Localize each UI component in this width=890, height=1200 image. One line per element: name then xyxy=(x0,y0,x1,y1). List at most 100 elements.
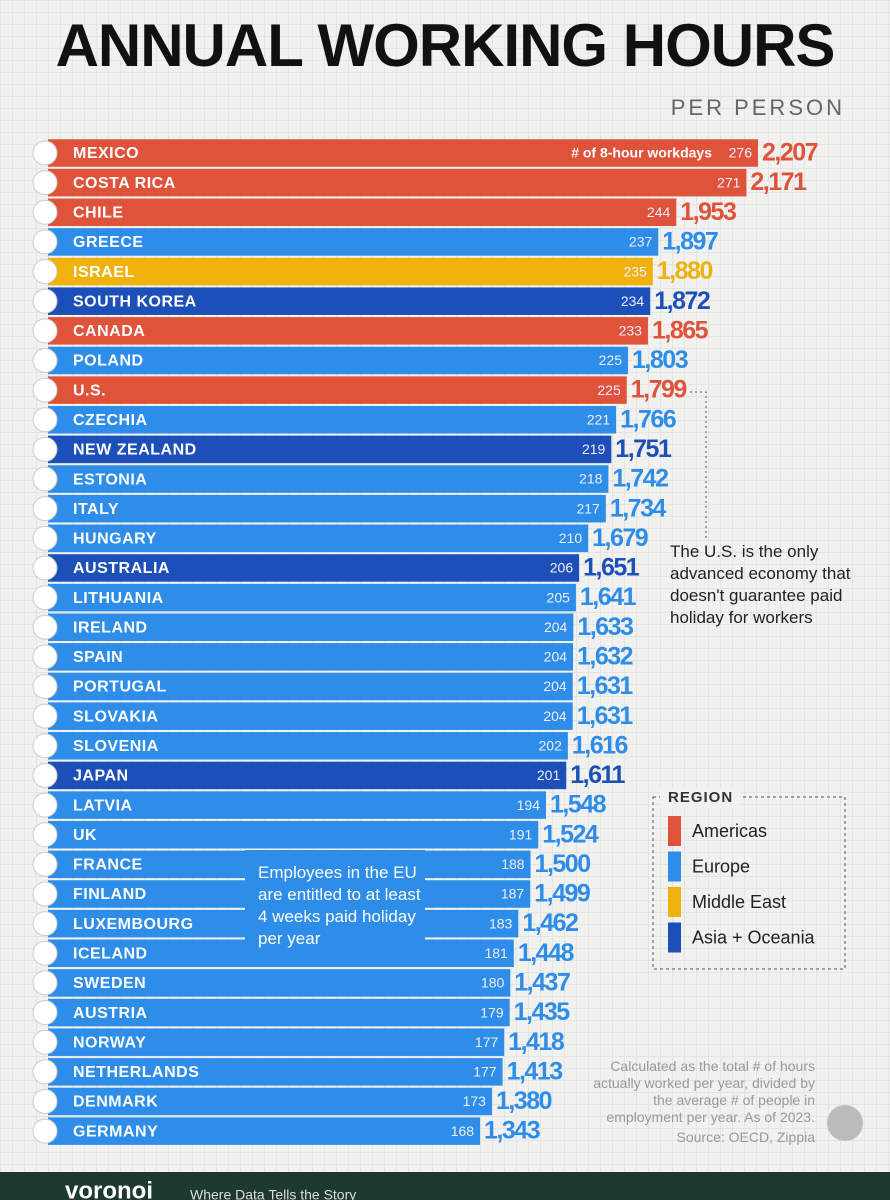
category-label: DENMARK xyxy=(73,1094,158,1111)
value-label: 1,418 xyxy=(508,1028,565,1056)
source: Source: OECD, Zippia xyxy=(676,1129,816,1145)
category-label: NORWAY xyxy=(73,1034,146,1051)
value-label: 1,633 xyxy=(577,613,633,641)
value-label: 1,766 xyxy=(620,405,676,433)
category-label: NETHERLANDS xyxy=(73,1064,199,1081)
bar xyxy=(48,791,546,819)
workdays-label: 235 xyxy=(623,263,647,279)
category-label: AUSTRIA xyxy=(73,1005,148,1022)
value-label: 1,632 xyxy=(577,642,633,670)
annotation: Employees in the EU are entitled to at l… xyxy=(258,863,421,948)
category-label: SPAIN xyxy=(73,649,123,666)
flag xyxy=(32,1029,58,1055)
category-label: LUXEMBOURG xyxy=(73,916,194,933)
bar xyxy=(48,1117,481,1145)
flag xyxy=(32,792,58,818)
workdays-label: 225 xyxy=(599,352,623,368)
bar xyxy=(48,554,580,582)
category-label: GREECE xyxy=(73,234,144,251)
category-label: SLOVAKIA xyxy=(73,708,158,725)
workdays-label: 205 xyxy=(547,589,571,605)
flag xyxy=(32,733,58,759)
flag xyxy=(32,496,58,522)
flag xyxy=(32,259,58,285)
workdays-label: 244 xyxy=(647,204,671,220)
chart-title: ANNUAL WORKING HOURS xyxy=(56,12,835,79)
chart-subtitle: PER PERSON xyxy=(671,95,845,120)
bar xyxy=(48,643,574,671)
bar xyxy=(48,672,573,701)
bar xyxy=(48,257,653,286)
bar xyxy=(48,287,651,315)
category-label: NEW ZEALAND xyxy=(73,442,197,459)
flag xyxy=(32,1059,58,1085)
value-label: 1,462 xyxy=(522,909,578,937)
flag xyxy=(32,140,58,166)
annotation: The U.S. is the only advanced economy th… xyxy=(670,542,851,627)
workdays-label: 237 xyxy=(629,234,653,250)
category-label: ESTONIA xyxy=(73,471,147,488)
value-label: 1,435 xyxy=(514,998,571,1026)
workdays-label: 206 xyxy=(550,560,574,576)
flag xyxy=(32,229,58,255)
tagline: Where Data Tells the Story xyxy=(190,1187,356,1200)
value-label: 1,631 xyxy=(577,672,634,700)
bar xyxy=(48,1087,492,1116)
flag xyxy=(32,970,58,996)
workdays-label: 204 xyxy=(543,678,567,694)
value-label: 1,651 xyxy=(583,554,640,582)
flag xyxy=(32,911,58,937)
workdays-caption: # of 8-hour workdays xyxy=(571,145,712,161)
brand: voronoi xyxy=(65,1177,153,1200)
flag xyxy=(32,614,58,640)
flag xyxy=(32,436,58,462)
category-label: ITALY xyxy=(73,501,119,518)
workdays-label: 204 xyxy=(544,619,568,635)
value-label: 1,641 xyxy=(580,583,637,611)
category-label: CHILE xyxy=(73,204,124,221)
flag xyxy=(32,1088,58,1114)
category-label: MEXICO xyxy=(73,145,139,162)
legend-box xyxy=(652,796,846,970)
flag xyxy=(32,466,58,492)
category-label: UK xyxy=(73,827,97,844)
bar xyxy=(48,1028,505,1056)
workdays-label: 210 xyxy=(559,530,583,546)
value-label: 1,548 xyxy=(550,791,607,819)
category-label: SLOVENIA xyxy=(73,738,159,755)
category-label: U.S. xyxy=(73,382,106,399)
legend-title: REGION xyxy=(668,789,733,806)
bar xyxy=(48,583,576,612)
bar xyxy=(48,435,612,464)
workdays-label: 234 xyxy=(621,293,645,309)
category-label: CANADA xyxy=(73,323,145,340)
workdays-label: 191 xyxy=(509,826,533,842)
legend-swatch xyxy=(668,922,681,953)
flag xyxy=(32,555,58,581)
value-label: 1,953 xyxy=(680,198,736,226)
value-label: 1,897 xyxy=(662,228,718,256)
category-label: IRELAND xyxy=(73,619,148,636)
category-label: JAPAN xyxy=(73,768,129,785)
bar xyxy=(48,702,573,730)
annotation-leader xyxy=(690,391,707,540)
workdays-label: 202 xyxy=(539,738,563,754)
workdays-label: 276 xyxy=(729,145,753,161)
legend-label: Asia + Oceania xyxy=(692,927,816,947)
workdays-label: 173 xyxy=(463,1093,487,1109)
value-label: 1,631 xyxy=(577,702,634,730)
bar xyxy=(48,228,659,256)
legend-title-bg xyxy=(660,788,740,808)
workdays-label: 201 xyxy=(537,767,561,783)
legend-swatch xyxy=(668,887,681,917)
workdays-label: 194 xyxy=(517,797,541,813)
legend-swatch xyxy=(668,851,681,882)
bar xyxy=(48,376,627,404)
category-label: FINLAND xyxy=(73,886,147,903)
flag xyxy=(32,881,58,907)
value-label: 1,751 xyxy=(615,435,672,463)
category-label: HUNGARY xyxy=(73,531,157,548)
workdays-label: 221 xyxy=(587,411,611,427)
category-label: LATVIA xyxy=(73,797,133,814)
bar xyxy=(48,820,539,849)
